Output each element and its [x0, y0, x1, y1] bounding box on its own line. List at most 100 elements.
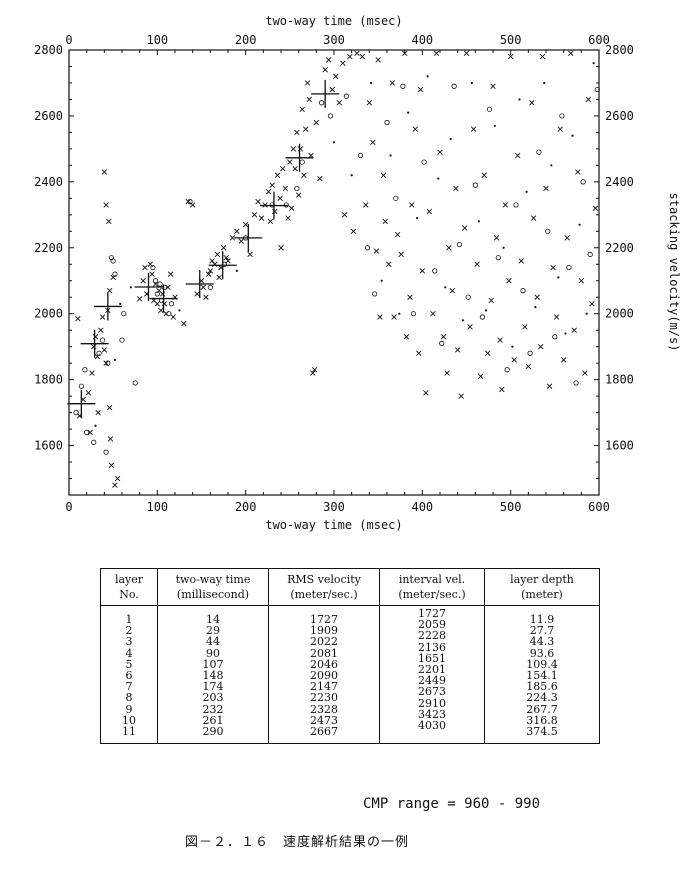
table-cell: 2228: [418, 629, 446, 643]
rms-column: 1727 1909 2022 2081 2046 2090 2147 2230 2328 2473…: [268, 605, 380, 745]
x-mark: [488, 297, 494, 304]
o-mark: [294, 185, 300, 192]
o-mark: [421, 159, 427, 165]
table-cell: 10: [122, 713, 136, 727]
o-mark: [78, 383, 84, 389]
x-mark: [101, 347, 108, 353]
x-mark: [386, 261, 392, 267]
table-cell: 1: [125, 613, 133, 626]
x-mark: [98, 327, 104, 333]
x-mark: [543, 185, 549, 192]
x-mark: [564, 235, 570, 241]
dot-mark: [477, 220, 480, 223]
o-mark: [527, 350, 533, 356]
x-mark: [200, 284, 206, 291]
x-mark: [409, 202, 415, 208]
table-cell: 203: [202, 691, 224, 705]
x-mark: [454, 347, 461, 353]
x-mark: [423, 390, 429, 396]
x-mark: [370, 139, 376, 146]
o-mark: [536, 149, 542, 155]
x-mark: [181, 320, 187, 327]
x-mark: [194, 291, 200, 297]
y-tick-label-right: 2800: [605, 43, 634, 57]
table-cell: 4030: [418, 718, 446, 732]
o-mark: [456, 241, 463, 248]
o-mark: [364, 245, 371, 251]
x-mark: [525, 363, 532, 370]
dot-mark: [380, 279, 383, 282]
x-mark: [303, 126, 309, 132]
x-tick-label-top: 100: [146, 33, 168, 47]
o-mark: [105, 360, 111, 366]
table-cell: 4: [125, 646, 133, 660]
x-mark: [530, 215, 537, 221]
x-mark: [437, 149, 443, 155]
table-cell: 148: [202, 668, 224, 682]
table-cell: 290: [202, 724, 224, 738]
x-mark: [282, 185, 289, 192]
x-mark: [430, 310, 436, 317]
o-mark: [393, 195, 399, 201]
y-tick-label-right: 2200: [605, 241, 634, 255]
dot-mark: [332, 141, 336, 144]
x-mark: [242, 221, 249, 228]
o-mark: [513, 202, 519, 208]
o-mark: [157, 281, 163, 287]
dot-mark: [235, 269, 238, 272]
x-mark: [262, 202, 268, 208]
x-mark: [301, 172, 307, 178]
x-mark: [306, 96, 312, 103]
x-mark: [582, 370, 588, 376]
table-cell: 7: [125, 680, 133, 694]
x-mark: [142, 264, 148, 271]
o-mark: [580, 179, 586, 185]
velocity-table: layer No. two-way time (millisecond) RMS v…: [100, 568, 600, 745]
pick-cross: [185, 270, 214, 299]
o-mark: [520, 288, 526, 294]
x-mark: [247, 251, 253, 258]
semblance-marks: [73, 50, 600, 488]
x-mark: [288, 205, 295, 211]
x-mark: [333, 73, 339, 80]
x-mark: [308, 152, 314, 159]
x-tick-label-bottom: 500: [500, 500, 522, 514]
table-cell: 232: [202, 702, 224, 716]
o-mark: [84, 429, 90, 435]
x-mark: [91, 343, 97, 350]
cmp-range: CMP range = 960 - 990: [363, 796, 541, 812]
x-mark: [336, 100, 343, 106]
x-mark: [251, 212, 258, 218]
x-mark: [518, 258, 524, 264]
x-mark: [477, 373, 484, 380]
dot-mark: [543, 81, 546, 85]
pick-cross: [234, 223, 263, 252]
o-mark: [559, 113, 565, 119]
x-mark: [107, 436, 114, 442]
table-cell: 2201: [418, 662, 446, 676]
o-mark: [82, 367, 88, 373]
x-mark: [75, 315, 81, 322]
pick-cross: [93, 292, 122, 321]
x-mark: [589, 301, 595, 307]
dot-mark: [129, 286, 132, 289]
y-tick-label-right: 1800: [605, 373, 634, 387]
o-mark: [486, 106, 493, 112]
y-tick-label-left: 1600: [34, 439, 63, 453]
dot-mark: [518, 98, 521, 101]
table-cell: 2090: [310, 668, 338, 682]
dot-mark: [550, 164, 553, 167]
o-mark: [166, 311, 172, 317]
dot-mark: [370, 81, 373, 85]
o-mark: [161, 284, 167, 290]
o-mark: [504, 367, 510, 373]
o-mark: [168, 301, 175, 307]
x-mark: [557, 126, 563, 132]
x-mark: [103, 202, 109, 208]
x-mark: [106, 287, 113, 294]
table-cell: 316.8: [526, 713, 558, 727]
col-time-header: two-way time (millisecond): [157, 568, 269, 606]
pick-cross: [259, 191, 288, 220]
x-mark: [497, 337, 503, 343]
x-mark: [205, 271, 212, 277]
